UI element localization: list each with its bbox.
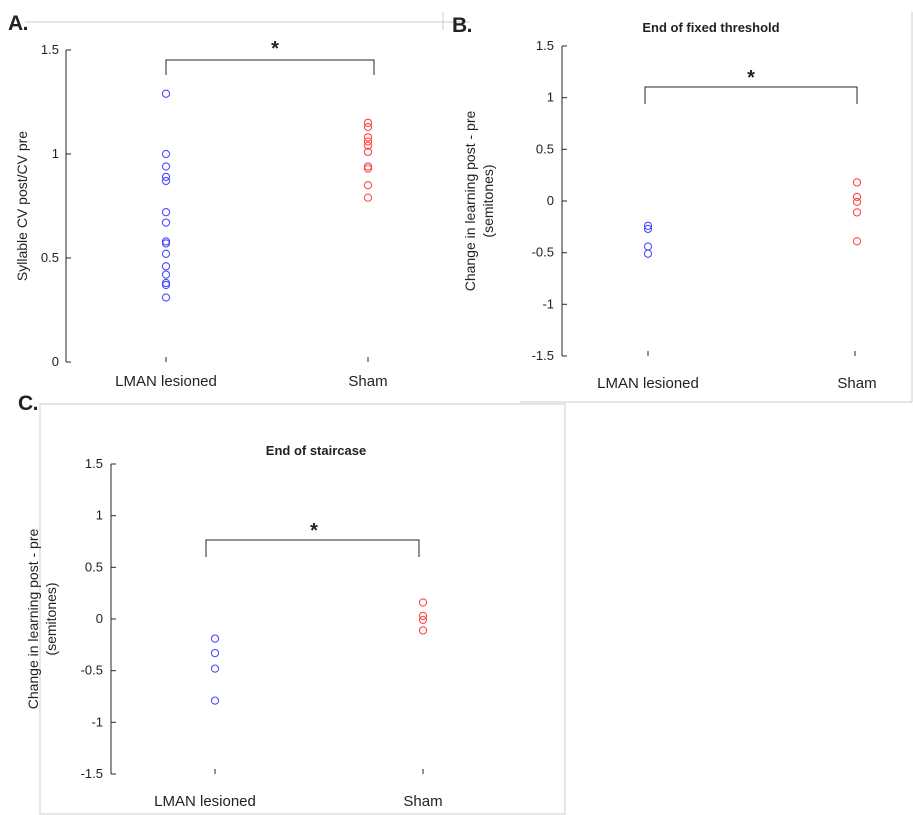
panel-c-ytick-label: -1 — [91, 714, 103, 729]
data-point-sham — [363, 162, 373, 171]
panel-c-significance-star: * — [310, 520, 318, 542]
data-point-lman-lesioned — [161, 172, 171, 182]
data-point-lman-lesioned — [210, 696, 220, 705]
data-point-sham — [363, 133, 373, 142]
data-point-lman-lesioned — [210, 664, 220, 673]
panel-a-ylabel: Syllable CV post/CV pre — [14, 131, 30, 281]
data-point-lman-lesioned — [643, 242, 653, 251]
data-point-sham — [363, 118, 373, 127]
data-point-lman-lesioned — [161, 218, 171, 227]
panel-a-significance-star: * — [271, 38, 279, 60]
panel-b-yticks: -1.5 -1 -0.5 0 0.5 1 1.5 — [532, 38, 567, 363]
data-point-sham — [363, 193, 373, 202]
panel-a-category-label: Sham — [348, 373, 387, 390]
panel-a-ytick-label: 1 — [52, 146, 59, 161]
panel-b-ytick-label: -1.5 — [532, 348, 554, 363]
panel-b-category-label: LMAN lesioned — [597, 375, 699, 392]
panel-c-ytick-label: 0 — [96, 611, 103, 626]
panel-c-yticks: -1.5 -1 -0.5 0 0.5 1 1.5 — [81, 456, 116, 781]
panel-b-ytick-label: 0 — [547, 193, 554, 208]
panel-a-ytick-label: 0 — [52, 354, 59, 369]
data-point-lman-lesioned — [643, 224, 653, 234]
panel-c-frame — [39, 403, 566, 815]
data-point-sham — [363, 147, 373, 157]
panel-b-ytick-label: 1 — [547, 90, 554, 105]
data-point-sham — [363, 141, 373, 150]
data-point-lman-lesioned — [161, 176, 171, 186]
data-point-lman-lesioned — [161, 262, 171, 271]
panel-a-category-label: LMAN lesioned — [115, 373, 217, 390]
data-point-lman-lesioned — [161, 280, 171, 290]
data-point-lman-lesioned — [210, 634, 220, 643]
data-point-lman-lesioned — [643, 249, 653, 258]
panel-a-significance-bracket — [165, 59, 375, 75]
panel-c-letter: C. — [18, 392, 38, 415]
data-point-sham — [418, 611, 428, 621]
panel-c-ylabel-units: (semitones) — [43, 582, 59, 655]
panel-c-points — [210, 598, 428, 705]
panel-b-significance-bracket — [644, 86, 858, 104]
data-point-lman-lesioned — [161, 208, 171, 217]
panel-c-ytick-label: 1 — [96, 508, 103, 523]
panel-a: A. Syllable CV post/CV pre 0 0.5 1 1.5 L… — [8, 12, 388, 390]
data-point-lman-lesioned — [161, 249, 171, 258]
panel-b: B. End of fixed threshold Change in lear… — [452, 14, 877, 392]
data-point-sham — [418, 615, 428, 625]
panel-c-ytick-label: -1.5 — [81, 766, 103, 781]
data-point-lman-lesioned — [161, 239, 171, 248]
data-point-sham — [852, 192, 862, 202]
panel-b-points — [643, 178, 862, 258]
panel-b-title: End of fixed threshold — [642, 20, 779, 35]
panel-b-ylabel-units: (semitones) — [480, 164, 496, 237]
panel-b-ytick-label: -1 — [542, 296, 554, 311]
panel-c-category-label: LMAN lesioned — [154, 793, 256, 810]
data-point-lman-lesioned — [161, 293, 171, 302]
data-point-sham — [363, 122, 373, 132]
panel-b-letter: B. — [452, 14, 472, 37]
panel-a-points — [161, 89, 373, 302]
panel-c-ytick-label: 1.5 — [85, 456, 103, 471]
data-point-lman-lesioned — [161, 270, 171, 279]
data-point-lman-lesioned — [643, 221, 653, 230]
panel-c-title: End of staircase — [266, 443, 366, 458]
panel-c-ytick-label: -0.5 — [81, 663, 103, 678]
panel-c-ylabel: Change in learning post - pre — [25, 529, 41, 710]
panel-c-significance-bracket — [205, 539, 420, 557]
data-point-sham — [363, 137, 373, 146]
data-point-lman-lesioned — [161, 89, 171, 98]
panel-a-yticks: 0 0.5 1 1.5 — [41, 42, 71, 369]
panel-a-ytick-label: 1.5 — [41, 42, 59, 57]
data-point-lman-lesioned — [210, 648, 220, 658]
data-point-sham — [418, 598, 428, 607]
panel-c-ytick-label: 0.5 — [85, 559, 103, 574]
data-point-sham — [852, 178, 862, 187]
panel-b-ytick-label: 1.5 — [536, 38, 554, 53]
panel-a-ytick-label: 0.5 — [41, 250, 59, 265]
panel-b-ylabel: Change in learning post - pre — [462, 111, 478, 292]
data-point-sham — [852, 237, 862, 246]
panel-b-ytick-label: 0.5 — [536, 141, 554, 156]
panel-b-significance-star: * — [747, 67, 755, 89]
data-point-sham — [363, 181, 373, 190]
data-point-lman-lesioned — [161, 162, 171, 171]
data-point-sham — [852, 208, 862, 217]
panel-b-ytick-label: -0.5 — [532, 245, 554, 260]
panel-a-letter: A. — [8, 12, 28, 35]
data-point-sham — [363, 164, 373, 173]
panel-b-category-label: Sham — [837, 375, 876, 392]
panel-c-category-label: Sham — [403, 793, 442, 810]
data-point-sham — [418, 626, 428, 635]
panel-c: C. End of staircase Change in learning p… — [18, 392, 443, 810]
data-point-sham — [852, 197, 862, 207]
data-point-lman-lesioned — [161, 149, 171, 159]
